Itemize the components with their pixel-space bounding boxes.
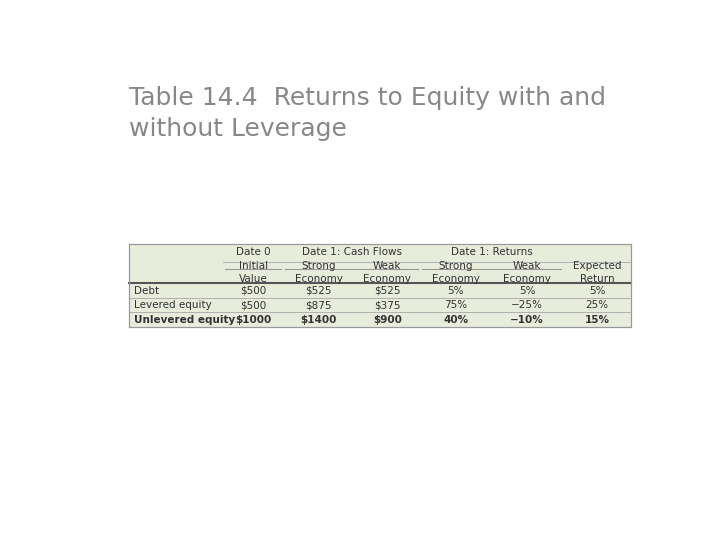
Text: Expected
Return: Expected Return: [573, 261, 621, 284]
Text: 75%: 75%: [444, 300, 467, 310]
Text: $525: $525: [305, 286, 332, 295]
Text: Table 14.4  Returns to Equity with and
without Leverage: Table 14.4 Returns to Equity with and wi…: [129, 85, 606, 141]
Text: −25%: −25%: [511, 300, 543, 310]
Text: 40%: 40%: [444, 314, 468, 325]
Text: Unlevered equity: Unlevered equity: [133, 314, 235, 325]
Text: Weak
Economy: Weak Economy: [364, 261, 411, 284]
Text: Date 1: Cash Flows: Date 1: Cash Flows: [302, 247, 402, 257]
Text: 5%: 5%: [519, 286, 536, 295]
Text: Levered equity: Levered equity: [133, 300, 211, 310]
Text: 15%: 15%: [585, 314, 610, 325]
Text: $900: $900: [373, 314, 402, 325]
Text: Strong
Economy: Strong Economy: [295, 261, 343, 284]
Text: Date 1: Returns: Date 1: Returns: [451, 247, 532, 257]
Text: Date 0: Date 0: [236, 247, 271, 257]
Text: $375: $375: [374, 300, 400, 310]
Text: $1000: $1000: [235, 314, 271, 325]
Text: $500: $500: [240, 286, 266, 295]
Text: 5%: 5%: [589, 286, 606, 295]
Text: 25%: 25%: [585, 300, 608, 310]
Text: $1400: $1400: [301, 314, 337, 325]
Text: Weak
Economy: Weak Economy: [503, 261, 551, 284]
Text: $875: $875: [305, 300, 332, 310]
Text: Initial
Value: Initial Value: [238, 261, 268, 284]
Bar: [129, 244, 631, 327]
Text: −10%: −10%: [510, 314, 544, 325]
Text: Debt: Debt: [133, 286, 158, 295]
Text: $500: $500: [240, 300, 266, 310]
Text: Strong
Economy: Strong Economy: [432, 261, 480, 284]
Text: $525: $525: [374, 286, 400, 295]
Text: 5%: 5%: [448, 286, 464, 295]
